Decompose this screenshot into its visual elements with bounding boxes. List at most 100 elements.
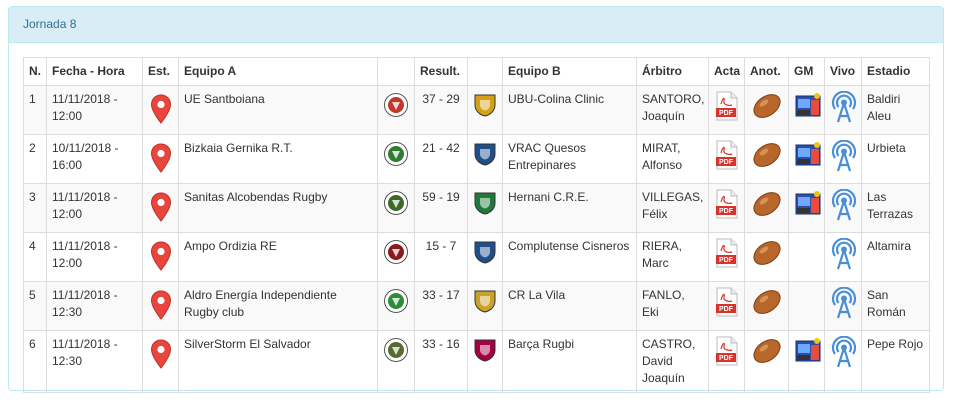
gm-cell[interactable]: [788, 85, 825, 135]
match-result[interactable]: 37 - 29: [414, 85, 468, 135]
pdf-icon[interactable]: PDF: [715, 189, 739, 219]
match-result[interactable]: 15 - 7: [414, 232, 468, 282]
pdf-icon[interactable]: PDF: [715, 287, 739, 317]
live-broadcast-icon[interactable]: [830, 237, 858, 270]
team-a-name[interactable]: SilverStorm El Salvador: [178, 330, 378, 393]
match-date: 11/11/2018 - 12:30: [46, 330, 143, 393]
acta-cell[interactable]: PDF: [708, 232, 745, 282]
map-pin-cell[interactable]: [142, 281, 179, 331]
pdf-icon[interactable]: PDF: [715, 140, 739, 170]
table-row: 1 11/11/2018 - 12:00 UE Santboiana 37 - …: [23, 85, 930, 135]
map-pin-icon[interactable]: [150, 192, 172, 222]
pdf-icon[interactable]: PDF: [715, 238, 739, 268]
rugby-ball-icon[interactable]: [751, 238, 783, 268]
referee: SANTORO, Joaquín: [636, 85, 709, 135]
match-date: 11/11/2018 - 12:00: [46, 183, 143, 233]
team-a-name[interactable]: UE Santboiana: [178, 85, 378, 135]
live-broadcast-icon[interactable]: [830, 286, 858, 319]
gm-cell[interactable]: [788, 183, 825, 233]
map-pin-cell[interactable]: [142, 85, 179, 135]
stadium[interactable]: Urbieta: [861, 134, 930, 184]
match-result[interactable]: 33 - 16: [414, 330, 468, 393]
map-pin-icon[interactable]: [150, 290, 172, 320]
stadium[interactable]: Altamira: [861, 232, 930, 282]
gm-cell[interactable]: [788, 330, 825, 393]
video-icon[interactable]: [794, 189, 824, 219]
match-number: 2: [23, 134, 47, 184]
vivo-cell[interactable]: [824, 85, 862, 135]
vivo-cell[interactable]: [824, 134, 862, 184]
match-result[interactable]: 59 - 19: [414, 183, 468, 233]
anotaciones-cell[interactable]: [744, 232, 789, 282]
pdf-label: PDF: [719, 208, 734, 215]
col-logo-a: [377, 57, 415, 86]
team-a-name[interactable]: Ampo Ordizia RE: [178, 232, 378, 282]
team-b-name[interactable]: Barça Rugbi: [502, 330, 637, 393]
team-b-name[interactable]: Hernani C.R.E.: [502, 183, 637, 233]
gm-cell[interactable]: [788, 134, 825, 184]
live-broadcast-icon[interactable]: [830, 139, 858, 172]
anotaciones-cell[interactable]: [744, 281, 789, 331]
team-b-name[interactable]: CR La Vila: [502, 281, 637, 331]
stadium[interactable]: Las Terrazas: [861, 183, 930, 233]
rugby-ball-icon[interactable]: [751, 91, 783, 121]
acta-cell[interactable]: PDF: [708, 183, 745, 233]
stadium[interactable]: Pepe Rojo: [861, 330, 930, 393]
gm-cell[interactable]: [788, 232, 825, 282]
rugby-ball-icon[interactable]: [751, 287, 783, 317]
table-row: 6 11/11/2018 - 12:30 SilverStorm El Salv…: [23, 330, 930, 393]
map-pin-cell[interactable]: [142, 183, 179, 233]
team-b-name[interactable]: Complutense Cisneros: [502, 232, 637, 282]
vivo-cell[interactable]: [824, 183, 862, 233]
team-b-logo-cell: [467, 232, 503, 282]
anotaciones-cell[interactable]: [744, 85, 789, 135]
map-pin-icon[interactable]: [150, 339, 172, 369]
col-result: Result.: [414, 57, 468, 86]
anotaciones-cell[interactable]: [744, 134, 789, 184]
team-b-logo: [474, 94, 496, 117]
pdf-icon[interactable]: PDF: [715, 91, 739, 121]
live-broadcast-icon[interactable]: [830, 90, 858, 123]
live-broadcast-icon[interactable]: [830, 335, 858, 368]
map-pin-cell[interactable]: [142, 330, 179, 393]
match-result[interactable]: 33 - 17: [414, 281, 468, 331]
match-date: 11/11/2018 - 12:00: [46, 232, 143, 282]
team-a-name[interactable]: Sanitas Alcobendas Rugby: [178, 183, 378, 233]
team-a-logo: [384, 142, 408, 166]
team-b-logo: [474, 241, 496, 264]
acta-cell[interactable]: PDF: [708, 281, 745, 331]
team-b-name[interactable]: VRAC Quesos Entrepinares: [502, 134, 637, 184]
map-pin-icon[interactable]: [150, 241, 172, 271]
stadium[interactable]: Baldiri Aleu: [861, 85, 930, 135]
map-pin-cell[interactable]: [142, 134, 179, 184]
results-table: N. Fecha - Hora Est. Equipo A Result. Eq…: [23, 57, 930, 393]
rugby-ball-icon[interactable]: [751, 336, 783, 366]
team-a-name[interactable]: Aldro Energía Independiente Rugby club: [178, 281, 378, 331]
acta-cell[interactable]: PDF: [708, 85, 745, 135]
stadium[interactable]: San Román: [861, 281, 930, 331]
gm-cell[interactable]: [788, 281, 825, 331]
acta-cell[interactable]: PDF: [708, 330, 745, 393]
video-icon[interactable]: [794, 91, 824, 121]
match-result[interactable]: 21 - 42: [414, 134, 468, 184]
pdf-icon[interactable]: PDF: [715, 336, 739, 366]
team-b-name[interactable]: UBU-Colina Clinic: [502, 85, 637, 135]
video-icon[interactable]: [794, 140, 824, 170]
vivo-cell[interactable]: [824, 330, 862, 393]
team-b-logo: [474, 192, 496, 215]
vivo-cell[interactable]: [824, 232, 862, 282]
map-pin-icon[interactable]: [150, 94, 172, 124]
rugby-ball-icon[interactable]: [751, 189, 783, 219]
live-broadcast-icon[interactable]: [830, 188, 858, 221]
team-a-name[interactable]: Bizkaia Gernika R.T.: [178, 134, 378, 184]
acta-cell[interactable]: PDF: [708, 134, 745, 184]
anotaciones-cell[interactable]: [744, 330, 789, 393]
rugby-ball-icon[interactable]: [751, 140, 783, 170]
team-b-logo-cell: [467, 281, 503, 331]
video-icon[interactable]: [794, 336, 824, 366]
map-pin-icon[interactable]: [150, 143, 172, 173]
anotaciones-cell[interactable]: [744, 183, 789, 233]
vivo-cell[interactable]: [824, 281, 862, 331]
match-number: 3: [23, 183, 47, 233]
map-pin-cell[interactable]: [142, 232, 179, 282]
